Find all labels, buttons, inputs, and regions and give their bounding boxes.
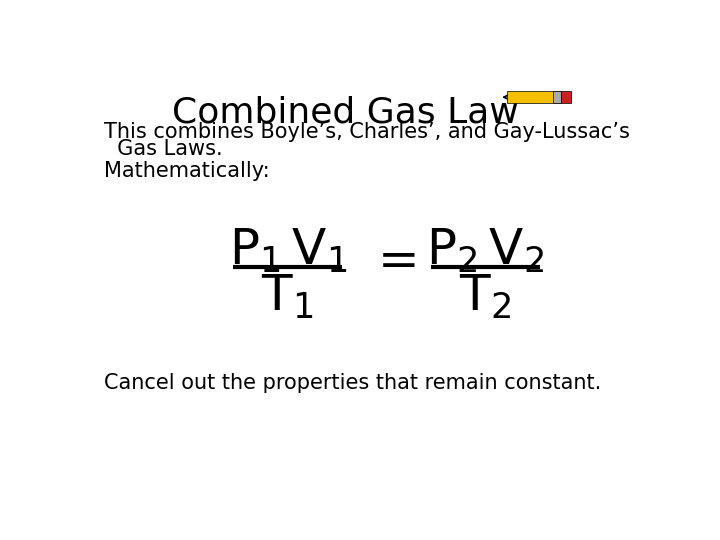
FancyBboxPatch shape [507,91,559,103]
Text: $\mathsf{T_2}$: $\mathsf{T_2}$ [459,273,511,321]
Text: Gas Laws.: Gas Laws. [104,139,222,159]
Text: Cancel out the properties that remain constant.: Cancel out the properties that remain co… [104,373,601,393]
Text: Combined Gas Law: Combined Gas Law [172,96,519,130]
Text: Mathematically:: Mathematically: [104,161,269,181]
Bar [561,91,570,103]
Text: $\mathsf{=}$: $\mathsf{=}$ [368,237,416,285]
Text: This combines Boyle’s, Charles’, and Gay-Lussac’s: This combines Boyle’s, Charles’, and Gay… [104,122,630,142]
Text: $\mathsf{P_1\,V_1}$: $\mathsf{P_1\,V_1}$ [228,226,347,275]
Bar [554,91,561,103]
Text: $\mathsf{T_1}$: $\mathsf{T_1}$ [261,273,314,321]
Text: $\mathsf{P_2\,V_2}$: $\mathsf{P_2\,V_2}$ [426,226,544,275]
